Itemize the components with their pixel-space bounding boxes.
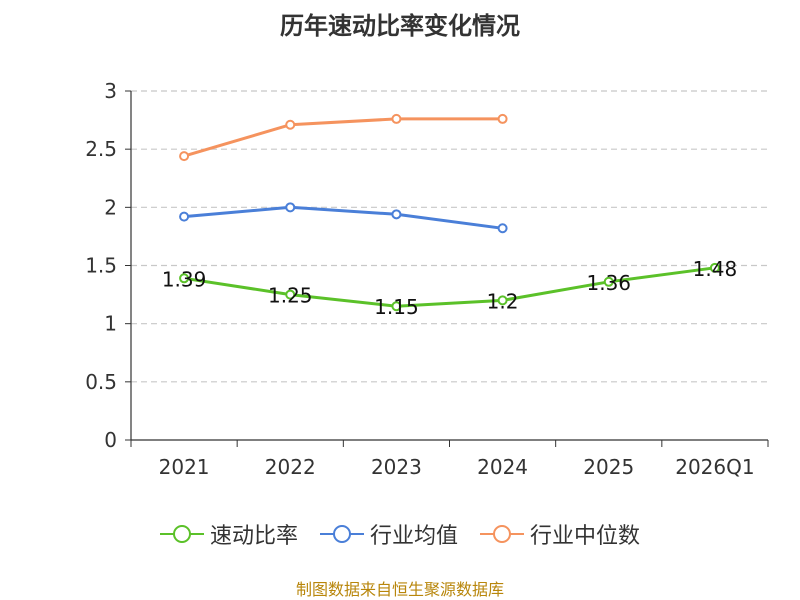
data-point <box>603 276 614 287</box>
data-label: 1.15 <box>374 295 419 319</box>
legend-label: 行业均值 <box>369 524 458 549</box>
data-point <box>179 273 190 284</box>
series-lines <box>179 113 720 312</box>
data-point <box>391 209 402 220</box>
data-point <box>285 119 296 130</box>
y-tick-label: 1.5 <box>85 254 117 278</box>
series-line <box>183 205 503 230</box>
y-tick-label: 0.5 <box>85 370 117 394</box>
legend-line-icon <box>319 525 364 543</box>
data-point <box>391 301 402 312</box>
y-tick-label: 1 <box>104 312 117 336</box>
data-point <box>497 113 508 124</box>
data-point <box>285 202 296 213</box>
x-tick-label: 2025 <box>583 455 634 479</box>
data-point <box>179 151 190 162</box>
x-tick-label: 2026Q1 <box>675 455 754 479</box>
x-tick-label: 2024 <box>477 455 528 479</box>
data-point <box>391 113 402 124</box>
data-label: 1.48 <box>693 257 738 281</box>
y-tick-label: 0 <box>104 428 117 452</box>
legend-item-industry-median[interactable]: 行业中位数 <box>480 518 640 550</box>
y-tick-label: 2 <box>104 195 117 219</box>
x-tick-label: 2021 <box>159 455 210 479</box>
axes: 0 0.5 1 1.5 2 2.5 3 2021 2022 2023 2024 2025 2026Q1 <box>85 79 769 479</box>
legend-item-industry-mean[interactable]: 行业均值 <box>319 518 458 550</box>
series-line <box>183 266 716 308</box>
data-label: 1.25 <box>268 284 313 308</box>
chart-title: 历年速动比率变化情况 <box>280 12 520 40</box>
series-line <box>183 117 503 158</box>
legend-label: 速动比率 <box>209 524 298 549</box>
data-point <box>709 262 720 273</box>
data-label: 1.39 <box>162 267 207 291</box>
data-labels: 1.39 1.25 1.15 1.2 1.36 1.48 <box>162 257 737 319</box>
data-point <box>285 289 296 300</box>
y-tick-label: 3 <box>104 79 117 103</box>
legend-line-icon <box>480 525 524 543</box>
data-point <box>497 223 508 234</box>
legend-item-quick-ratio[interactable]: 速动比率 <box>159 518 298 550</box>
data-label: 1.36 <box>586 271 631 295</box>
data-point <box>179 211 190 222</box>
legend-label: 行业中位数 <box>530 524 641 549</box>
x-tick-label: 2022 <box>265 455 316 479</box>
y-tick-label: 2.5 <box>85 137 117 161</box>
data-label: 1.2 <box>487 289 519 313</box>
source-note: 制图数据来自恒生聚源数据库 <box>295 580 504 599</box>
x-tick-label: 2023 <box>371 455 422 479</box>
grid-lines <box>131 90 768 383</box>
legend-line-icon <box>159 525 204 543</box>
data-point <box>497 295 508 306</box>
legend: 速动比率 行业均值 行业中位数 <box>0 518 800 550</box>
